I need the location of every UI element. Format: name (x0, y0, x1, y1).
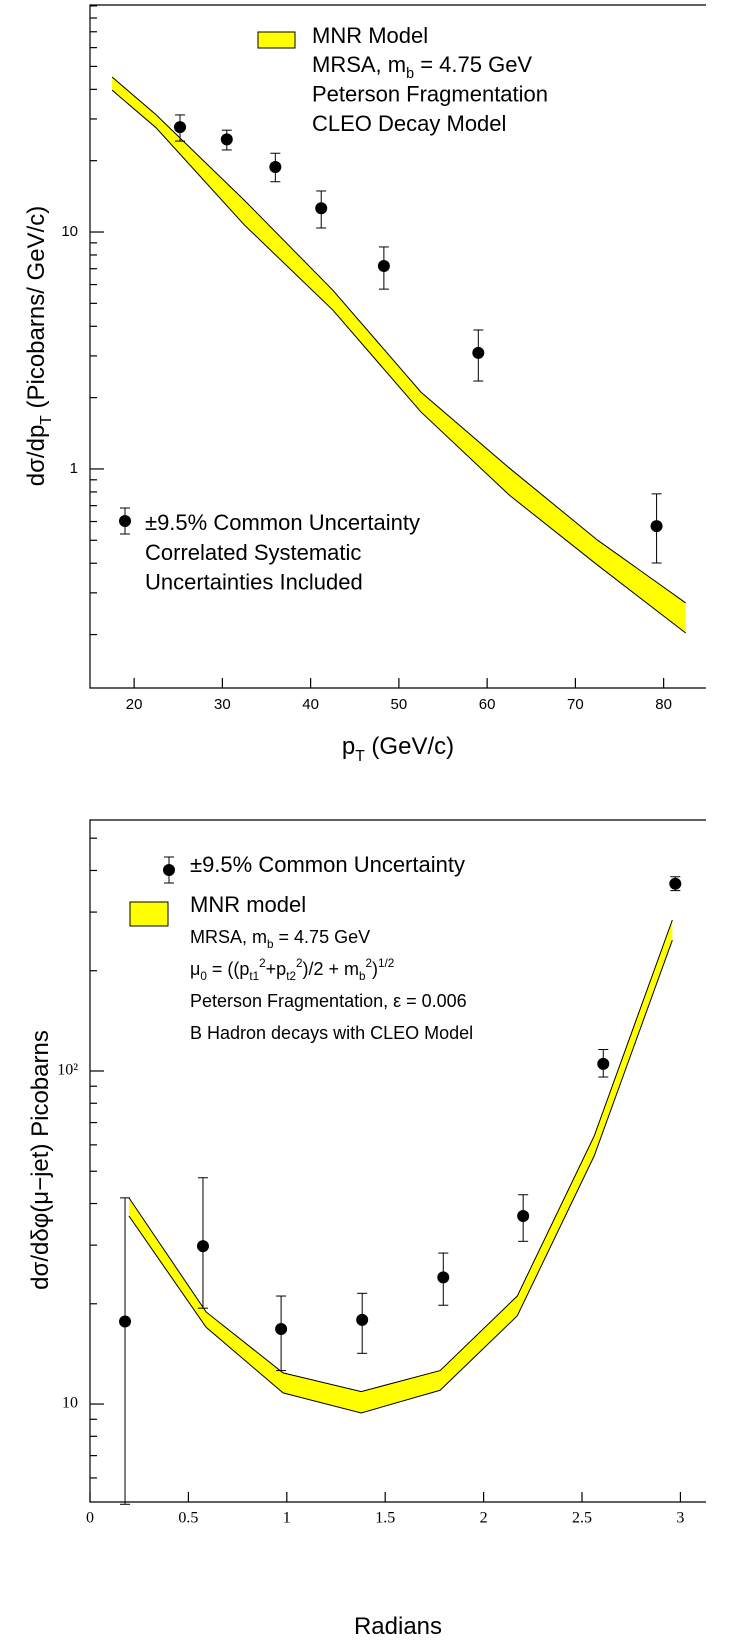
text-part: dσ/dδφ(μ−jet) Picobarns (27, 1030, 54, 1290)
legend-swatch (129, 901, 169, 927)
data-point (269, 161, 282, 174)
x-tick-label: 3 (676, 1510, 684, 1527)
data-point (597, 1057, 610, 1070)
text-part: = 4.75 GeV (274, 927, 371, 947)
text-part: t2 (286, 970, 296, 983)
x-tick-label: 70 (567, 696, 584, 713)
x-tick-label: 2 (480, 1510, 488, 1527)
text-part: (Picobarns/ GeV/c) (23, 206, 50, 415)
text-part: MRSA, m (312, 52, 406, 77)
text-part: CLEO Decay Model (312, 111, 506, 136)
text-part: B Hadron decays with CLEO Model (190, 1023, 473, 1043)
band-edge (111, 76, 686, 604)
band-edge (128, 919, 673, 1393)
x-tick-label: 60 (479, 696, 496, 713)
text-part: b (359, 970, 366, 983)
data-point (472, 346, 485, 359)
text-part: 2 (259, 957, 266, 970)
text-part: T (38, 415, 55, 425)
text-part: ) (372, 959, 378, 979)
y-axis-label: dσ/dδφ(μ−jet) Picobarns (27, 1030, 54, 1290)
y-axis-label: dσ/dpT (Picobarns/ GeV/c) (23, 206, 54, 486)
text-part: (GeV/c) (365, 733, 454, 760)
legend-label: ±9.5% Common Uncertainty (145, 510, 420, 535)
text-part: 2 (366, 957, 373, 970)
y-tick-label: 10 (61, 223, 78, 240)
text-part: μ (190, 959, 200, 979)
band-edge (111, 89, 687, 634)
x-tick-label: 20 (126, 696, 143, 713)
text-part: Radians (354, 1613, 442, 1640)
legend-note: μ0 = ((pt12+pt22)/2 + mb2)1/2 (190, 957, 394, 983)
text-part: T (355, 748, 365, 765)
legend-label: MNR model (190, 892, 306, 917)
text-part: )/2 + m (302, 959, 359, 979)
y-tick-label: 10 (62, 1395, 78, 1412)
text-part: t1 (249, 970, 259, 983)
x-tick-label: 40 (302, 696, 319, 713)
band-edge (128, 940, 673, 1414)
y-tick-label: 10² (57, 1062, 78, 1079)
legend-note: MRSA, mb = 4.75 GeV (312, 52, 532, 82)
text-part: = ((p (207, 959, 250, 979)
text-part: +p (266, 959, 287, 979)
text-part: MRSA, m (190, 927, 267, 947)
data-point (196, 1240, 209, 1253)
data-point (437, 1271, 450, 1284)
x-tick-label: 0 (86, 1510, 94, 1527)
data-point (220, 133, 233, 146)
model-band (112, 77, 686, 634)
text-part: 0 (200, 970, 207, 983)
text-part: Uncertainties Included (145, 569, 363, 594)
text-part: p (342, 733, 355, 760)
data-point (315, 202, 328, 215)
legend-note: B Hadron decays with CLEO Model (190, 1023, 473, 1043)
text-part: Peterson Fragmentation (312, 81, 548, 106)
text-part: 1/2 (378, 957, 394, 970)
data-point (356, 1313, 369, 1326)
text-part: b (406, 66, 414, 82)
legend-swatch (257, 31, 296, 49)
text-part: 2 (296, 957, 303, 970)
x-tick-label: 0.5 (178, 1510, 198, 1527)
legend-label: ±9.5% Common Uncertainty (190, 852, 465, 877)
text-part: Peterson Fragmentation, ε = 0.006 (190, 991, 467, 1011)
x-tick-label: 50 (391, 696, 408, 713)
data-point (119, 1315, 132, 1328)
x-axis-label: Radians (354, 1613, 442, 1640)
x-tick-label: 80 (655, 696, 672, 713)
text-part: Correlated Systematic (145, 540, 361, 565)
x-tick-label: 1.5 (375, 1510, 395, 1527)
axis-frame (89, 4, 706, 689)
text-part: dσ/dp (23, 425, 50, 487)
legend-note: Peterson Fragmentation (312, 81, 548, 106)
legend-label: MNR Model (312, 23, 428, 48)
x-tick-label: 1 (283, 1510, 291, 1527)
text-part: = 4.75 GeV (414, 52, 532, 77)
axis-frame (89, 819, 706, 1503)
legend-note: MRSA, mb = 4.75 GeV (190, 927, 370, 951)
data-point (517, 1209, 530, 1222)
data-point (669, 877, 682, 890)
data-point (174, 121, 187, 134)
x-tick-label: 2.5 (572, 1510, 592, 1527)
legend-note: CLEO Decay Model (312, 111, 506, 136)
legend-note: Peterson Fragmentation, ε = 0.006 (190, 991, 467, 1011)
x-axis-label: pT (GeV/c) (342, 733, 454, 764)
legend-note: Correlated Systematic (145, 540, 361, 565)
text-part: b (267, 938, 274, 951)
legend-marker (119, 515, 131, 527)
x-tick-label: 30 (214, 696, 231, 713)
data-point (275, 1322, 288, 1335)
y-tick-label: 1 (70, 460, 78, 477)
data-point (377, 259, 390, 272)
legend-marker (163, 864, 175, 876)
legend-note: Uncertainties Included (145, 569, 363, 594)
data-point (650, 520, 663, 533)
